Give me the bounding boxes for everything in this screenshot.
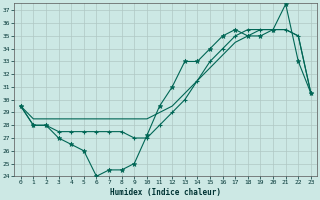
X-axis label: Humidex (Indice chaleur): Humidex (Indice chaleur) bbox=[110, 188, 221, 197]
